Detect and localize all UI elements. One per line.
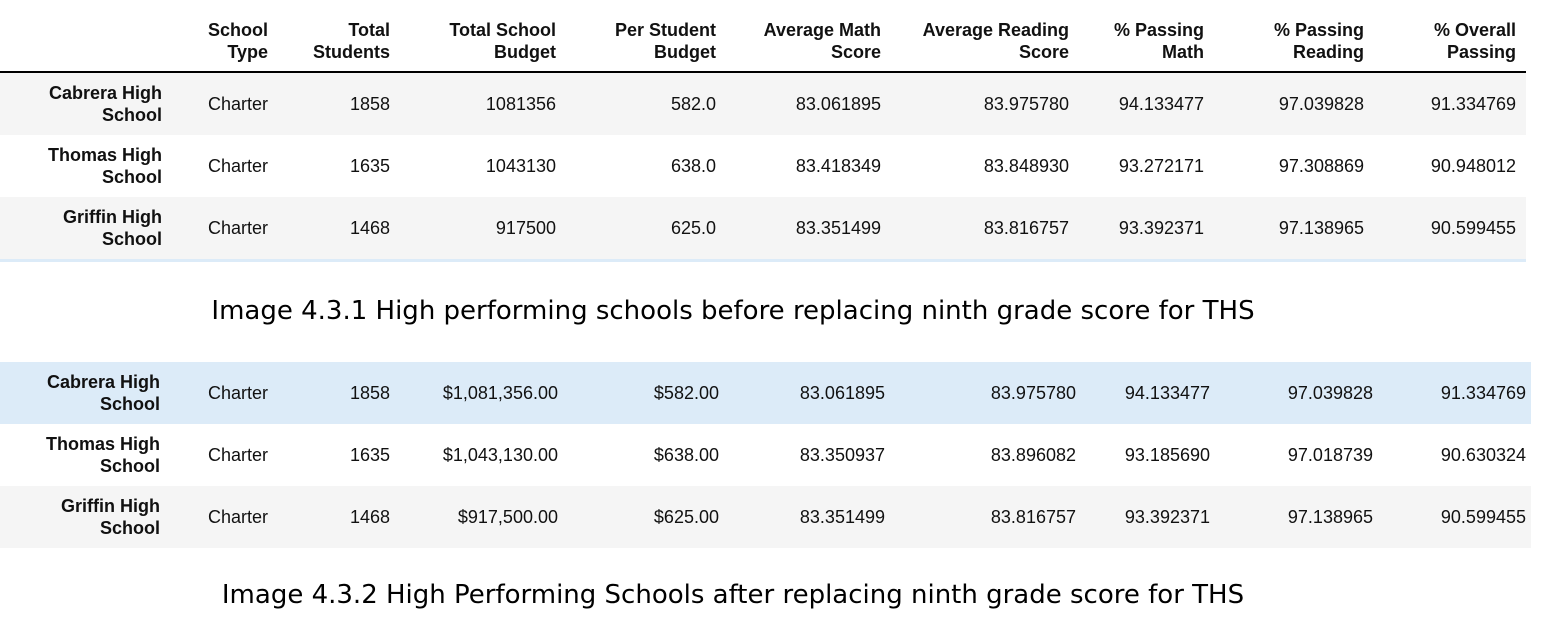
cell-school-name: Thomas High School	[47, 145, 162, 187]
cell-school-name: Griffin High School	[63, 207, 162, 249]
cell-average-math-score: 83.350937	[799, 444, 885, 465]
header-average-math-score: Average Math Score	[763, 20, 881, 62]
cell-school-type: Charter	[207, 93, 268, 114]
cell-percent-passing-math: 93.392371	[1124, 506, 1210, 527]
header-rule	[0, 71, 1526, 73]
cell-total-school-budget: 1043130	[485, 155, 556, 176]
cell-school-type: Charter	[207, 506, 268, 527]
cell-percent-overall-passing: 91.334769	[1430, 93, 1516, 114]
cell-total-school-budget: $1,081,356.00	[442, 382, 558, 403]
cell-average-reading-score: 83.848930	[983, 155, 1069, 176]
cell-school-name: Cabrera High School	[46, 372, 160, 414]
cell-total-students: 1858	[349, 93, 390, 114]
table-before: School Type Total Students Total School Bud…	[0, 0, 1526, 264]
cell-percent-passing-reading: 97.138965	[1278, 217, 1364, 238]
cell-per-student-budget: $582.00	[653, 382, 719, 403]
cell-total-students: 1635	[349, 444, 390, 465]
cell-percent-passing-math: 94.133477	[1124, 382, 1210, 403]
cell-school-type: Charter	[207, 444, 268, 465]
cell-per-student-budget: 582.0	[670, 93, 716, 114]
cell-total-school-budget: $917,500.00	[457, 506, 558, 527]
cell-average-math-score: 83.061895	[795, 93, 881, 114]
cell-percent-passing-math: 93.185690	[1124, 444, 1210, 465]
table-row: Cabrera High School Charter 1858 $1,081,356.…	[0, 362, 1531, 424]
header-per-student-budget: Per Student Budget	[614, 20, 716, 62]
cell-percent-passing-math: 93.392371	[1118, 217, 1204, 238]
cell-school-type: Charter	[207, 382, 268, 403]
cell-average-math-score: 83.061895	[799, 382, 885, 403]
cell-school-name: Griffin High School	[61, 496, 160, 538]
cell-percent-passing-reading: 97.018739	[1287, 444, 1373, 465]
table-row: Thomas High School Charter 1635 $1,043,130.0…	[0, 424, 1531, 486]
header-school-type: School Type	[207, 20, 268, 62]
table-bottom-border	[0, 259, 1526, 262]
table-row: Thomas High School Charter 1635 1043130 638.0…	[0, 135, 1526, 197]
table-row: Griffin High School Charter 1468 917500 625.0…	[0, 197, 1526, 259]
cell-school-type: Charter	[207, 155, 268, 176]
table-row: Cabrera High School Charter 1858 1081356 582.…	[0, 73, 1526, 135]
caption-before: Image 4.3.1 High performing schools befo…	[211, 296, 1255, 326]
cell-average-math-score: 83.351499	[795, 217, 881, 238]
table-after: Cabrera High School Charter 1858 $1,081,356.…	[0, 362, 1531, 548]
cell-total-school-budget: 1081356	[485, 93, 556, 114]
cell-percent-passing-math: 93.272171	[1118, 155, 1204, 176]
header-percent-passing-math: % Passing Math	[1113, 20, 1204, 62]
header-percent-passing-reading: % Passing Reading	[1273, 20, 1364, 62]
cell-percent-overall-passing: 90.599455	[1440, 506, 1526, 527]
cell-school-name: Cabrera High School	[48, 83, 162, 125]
table-row: Griffin High School Charter 1468 $917,500.00…	[0, 486, 1531, 548]
cell-total-school-budget: 917500	[495, 217, 556, 238]
cell-total-students: 1468	[349, 506, 390, 527]
cell-average-reading-score: 83.975780	[983, 93, 1069, 114]
cell-average-math-score: 83.351499	[799, 506, 885, 527]
cell-average-reading-score: 83.896082	[990, 444, 1076, 465]
header-total-students: Total Students	[312, 20, 390, 62]
cell-percent-overall-passing: 91.334769	[1440, 382, 1526, 403]
cell-total-students: 1635	[349, 155, 390, 176]
cell-school-type: Charter	[207, 217, 268, 238]
cell-average-reading-score: 83.816757	[990, 506, 1076, 527]
cell-percent-overall-passing: 90.599455	[1430, 217, 1516, 238]
cell-per-student-budget: $625.00	[653, 506, 719, 527]
cell-total-school-budget: $1,043,130.00	[442, 444, 558, 465]
caption-after: Image 4.3.2 High Performing Schools afte…	[221, 580, 1245, 610]
cell-total-students: 1858	[349, 382, 390, 403]
cell-percent-passing-reading: 97.039828	[1287, 382, 1373, 403]
cell-school-name: Thomas High School	[45, 434, 160, 476]
cell-percent-overall-passing: 90.630324	[1440, 444, 1526, 465]
header-percent-overall-passing: % Overall Passing	[1433, 20, 1516, 62]
cell-percent-passing-reading: 97.308869	[1278, 155, 1364, 176]
cell-percent-passing-reading: 97.138965	[1287, 506, 1373, 527]
cell-average-reading-score: 83.975780	[990, 382, 1076, 403]
cell-percent-passing-reading: 97.039828	[1278, 93, 1364, 114]
cell-average-math-score: 83.418349	[795, 155, 881, 176]
table-header-row: School Type Total Students Total School Bud…	[0, 10, 1526, 72]
cell-average-reading-score: 83.816757	[983, 217, 1069, 238]
header-total-school-budget: Total School Budget	[449, 20, 556, 62]
cell-per-student-budget: 638.0	[670, 155, 716, 176]
cell-percent-passing-math: 94.133477	[1118, 93, 1204, 114]
cell-percent-overall-passing: 90.948012	[1430, 155, 1516, 176]
header-average-reading-score: Average Reading Score	[922, 20, 1069, 62]
cell-per-student-budget: 625.0	[670, 217, 716, 238]
cell-total-students: 1468	[349, 217, 390, 238]
cell-per-student-budget: $638.00	[653, 444, 719, 465]
